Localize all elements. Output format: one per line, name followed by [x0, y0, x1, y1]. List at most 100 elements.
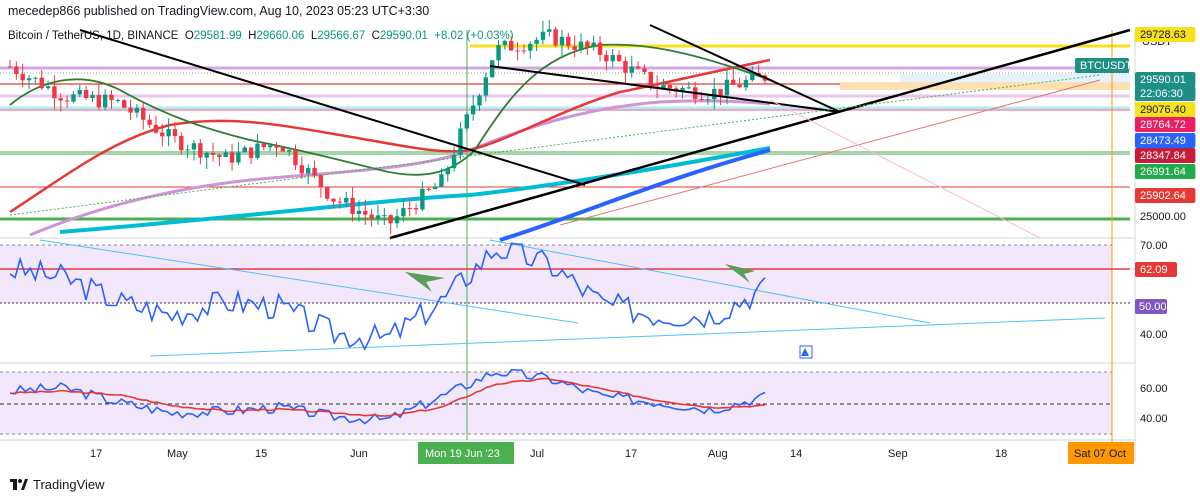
rsi-trend-3 — [149, 317, 1106, 357]
candle-body — [591, 42, 596, 47]
candle-body — [166, 129, 171, 137]
price-tag: 29076.40 — [1140, 104, 1186, 116]
candle-body — [547, 29, 552, 32]
candle-body — [464, 114, 470, 129]
candle-body — [458, 128, 463, 156]
tradingview-logo-icon — [10, 479, 28, 490]
candle-body — [382, 215, 387, 217]
rsi-tag-50-bg — [1135, 299, 1167, 314]
price-tag: 29590.01 — [1140, 74, 1186, 86]
price-tag-bg — [1075, 58, 1130, 73]
price-tag-bg — [1135, 27, 1196, 42]
osc-tick-60: 60.00 — [1140, 383, 1168, 395]
candle-body — [210, 152, 216, 155]
trendline-asc — [389, 28, 1131, 240]
price-tag: 28764.72 — [1140, 119, 1186, 131]
time-label-15: 15 — [255, 448, 267, 460]
time-label-18: 18 — [995, 448, 1007, 460]
rsi-tick-70: 70.00 — [1140, 240, 1168, 252]
candle-body — [648, 71, 653, 87]
time-label-may: May — [167, 448, 188, 460]
time-highlight-right: Sat 07 Oct — [1074, 448, 1126, 460]
rsi-trend-2 — [489, 239, 931, 324]
candle-body — [616, 54, 622, 62]
range-box-blue — [900, 74, 1130, 82]
rsi-triangle-box — [799, 345, 813, 359]
candle-body — [191, 143, 197, 150]
price-tag: BTCUSDT — [1080, 60, 1132, 72]
candle-body — [515, 50, 520, 52]
candle-body — [369, 214, 374, 219]
candle-body — [255, 143, 260, 158]
candle-body — [731, 79, 736, 85]
open-value: 29581.99 — [193, 30, 242, 42]
candle-body — [280, 147, 286, 152]
candle-body — [566, 36, 571, 47]
osc-red-line — [10, 377, 766, 417]
symbol-title[interactable]: Bitcoin / TetherUS, 1D, BINANCE — [8, 30, 179, 42]
candle-body — [20, 74, 25, 81]
candle-body — [274, 145, 279, 148]
candle-body — [204, 152, 209, 158]
ma-green — [9, 43, 771, 176]
close-label: C — [371, 30, 380, 42]
candle-body — [286, 150, 292, 152]
trendline-desc-3 — [649, 24, 841, 113]
ma-blue — [499, 148, 771, 242]
candle-body — [229, 152, 235, 163]
time-highlight-right-bg — [1068, 442, 1134, 464]
published-text: mecedep866 published on TradingView.com,… — [8, 4, 430, 18]
price-tags: 29728.63 BTCUSDT 29590.01 22:06:30 29076.40 2… — [1075, 27, 1196, 203]
rsi-arrow-1 — [405, 272, 445, 292]
tradingview-brand[interactable]: TradingView — [10, 477, 105, 492]
trendline-thin-red — [559, 79, 1101, 226]
candle-body — [426, 188, 431, 190]
ohlc-legend: Bitcoin / TetherUS, 1D, BINANCE O29581.9… — [8, 30, 514, 42]
candle-body — [610, 54, 615, 62]
candle-body — [585, 41, 590, 47]
candle-body — [248, 147, 254, 158]
price-tag-bg — [1135, 188, 1196, 203]
candle-body — [147, 119, 152, 125]
price-tag: 28473.49 — [1140, 135, 1186, 147]
candle-body — [45, 86, 51, 89]
candle-body — [502, 40, 508, 46]
candle-body — [33, 77, 38, 79]
rsi-tag-62: 62.09 — [1140, 264, 1168, 276]
candle-body — [14, 66, 19, 75]
candle-body — [553, 29, 558, 46]
candle-body — [185, 149, 190, 151]
candle-body — [337, 201, 343, 203]
candle-body — [604, 54, 609, 62]
candle-body — [572, 46, 577, 50]
candle-body — [77, 89, 82, 95]
candle-body — [680, 88, 685, 92]
candle-body — [141, 107, 146, 120]
candle-body — [623, 61, 628, 73]
candle-body — [223, 152, 228, 157]
candle-body — [267, 145, 273, 148]
candle-body — [388, 215, 393, 224]
candle-body — [356, 210, 362, 214]
candle-body — [528, 43, 533, 51]
candle-body — [743, 80, 749, 88]
time-label-14: 14 — [790, 448, 802, 460]
candle-body — [26, 78, 32, 81]
candle-body — [160, 132, 165, 137]
price-tag-bg — [1135, 164, 1196, 179]
candle-body — [470, 105, 476, 115]
time-label-17: 17 — [90, 448, 102, 460]
candle-body — [750, 72, 755, 81]
candle-body — [718, 88, 723, 96]
candle-body — [375, 215, 381, 219]
candle-body — [325, 187, 330, 199]
high-value: 29660.06 — [256, 30, 305, 42]
candle-body — [52, 86, 57, 99]
time-axis: 17 May 15 Jun Jul 17 Aug 14 Sep 18 — [90, 448, 1007, 460]
close-value: 29590.01 — [379, 30, 428, 42]
candle-body — [597, 42, 603, 55]
time-label-aug: Aug — [708, 448, 728, 460]
candle-body — [58, 98, 63, 101]
candle-body — [318, 174, 324, 188]
